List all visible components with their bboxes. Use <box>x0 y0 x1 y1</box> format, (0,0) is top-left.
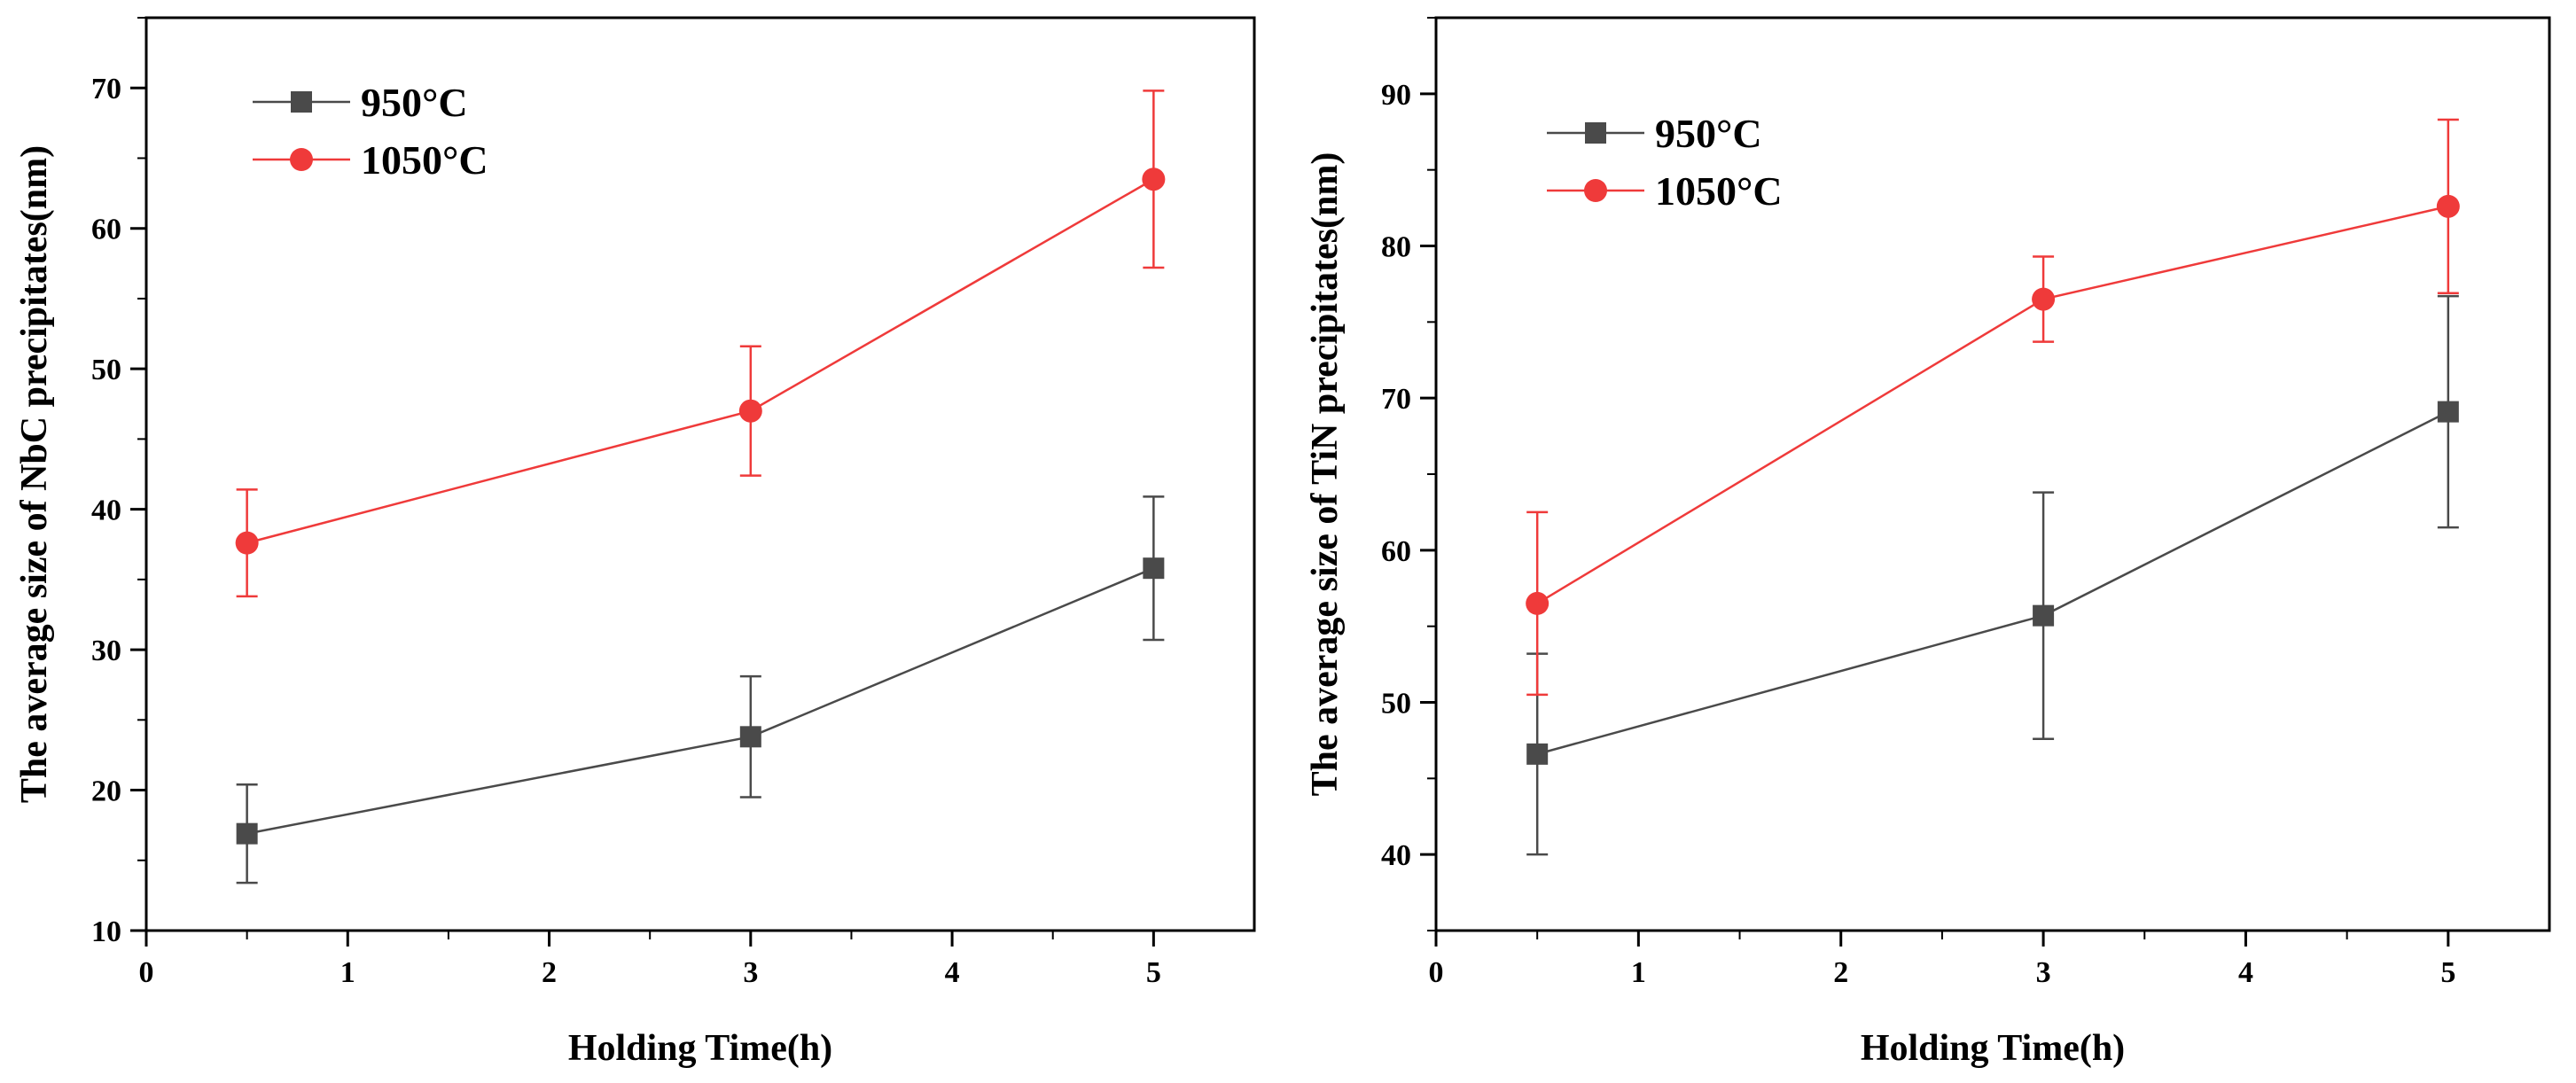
y-tick-label: 50 <box>1381 688 1411 721</box>
x-tick-label: 1 <box>1631 956 1646 989</box>
series-layer <box>1526 118 2460 856</box>
y-tick-label: 40 <box>91 495 121 527</box>
legend-entry: 950°C <box>1547 111 1762 156</box>
series-line <box>1536 205 2449 604</box>
x-tick-label: 5 <box>1146 956 1161 989</box>
y-tick-label: 60 <box>91 214 121 246</box>
plot-frame <box>1434 16 2551 932</box>
y-tick-label: 90 <box>1381 79 1411 112</box>
y-tick-label: 80 <box>1381 231 1411 264</box>
y-tick-label: 40 <box>1381 839 1411 872</box>
y-tick-label: 50 <box>91 354 121 386</box>
x-tick-label: 2 <box>542 956 557 989</box>
ticks: 0 1 2 3 4 5 40 50 60 70 80 90 <box>1381 17 2455 989</box>
x-tick-label: 0 <box>1429 956 1444 989</box>
x-tick-label: 1 <box>340 956 355 989</box>
y-tick-label: 70 <box>91 73 121 105</box>
data-point <box>739 726 761 748</box>
x-tick-label: 4 <box>945 956 960 989</box>
y-axis-title: The average size of NbC precipitates(nm) <box>14 145 55 803</box>
data-point <box>1142 168 1166 191</box>
legend: 950°C 1050°C <box>253 80 488 183</box>
y-axis-title: The average size of TiN precipitates(nm) <box>1305 152 1346 797</box>
legend-label: 1050°C <box>361 137 488 183</box>
data-point <box>2436 194 2460 218</box>
data-point <box>1526 591 1550 615</box>
x-tick-label: 5 <box>2440 956 2455 989</box>
legend-label: 1050°C <box>1655 168 1783 214</box>
plot-frame <box>144 16 1256 932</box>
legend-label: 950°C <box>361 80 468 125</box>
y-tick-label: 30 <box>91 635 121 667</box>
series-red <box>235 90 1166 598</box>
y-tick-label: 70 <box>1381 383 1411 416</box>
x-axis-title: Holding Time(h) <box>568 1028 832 1069</box>
x-tick-label: 4 <box>2238 956 2253 989</box>
legend-entry: 1050°C <box>1547 168 1783 214</box>
legend-entry: 1050°C <box>253 137 488 183</box>
series-line <box>1536 410 2449 756</box>
legend-marker <box>1584 179 1607 202</box>
chart-nbc: 0 1 2 3 4 5 10 20 30 40 50 60 70 950°C 1050°C Holding… <box>14 16 1256 1069</box>
x-tick-label: 0 <box>139 956 154 989</box>
x-tick-label: 3 <box>2036 956 2051 989</box>
legend-entry: 950°C <box>253 80 468 125</box>
series-red <box>1526 118 2460 697</box>
legend-marker <box>291 91 312 113</box>
legend-label: 950°C <box>1655 111 1762 156</box>
legend-marker <box>290 148 313 171</box>
data-point <box>235 531 259 555</box>
legend: 950°C 1050°C <box>1547 111 1783 214</box>
data-point <box>2033 604 2055 627</box>
data-point <box>738 399 762 423</box>
legend-marker <box>1585 122 1606 144</box>
data-point <box>1143 557 1165 580</box>
series-line <box>246 567 1154 835</box>
x-axis-title: Holding Time(h) <box>1861 1028 2125 1069</box>
series-gray <box>1526 294 2459 856</box>
series-layer <box>235 90 1166 884</box>
y-tick-label: 20 <box>91 775 121 808</box>
data-point <box>2437 401 2459 423</box>
ticks: 0 1 2 3 4 5 10 20 30 40 50 60 70 <box>91 17 1161 989</box>
y-tick-label: 10 <box>91 915 121 948</box>
data-point <box>236 822 258 845</box>
x-tick-label: 2 <box>1833 956 1848 989</box>
chart-tin: 0 1 2 3 4 5 40 50 60 70 80 90 950°C 1050°C Holding T… <box>1305 16 2551 1069</box>
y-tick-label: 60 <box>1381 535 1411 568</box>
series-gray <box>236 495 1165 884</box>
x-tick-label: 3 <box>743 956 758 989</box>
series-line <box>246 178 1154 544</box>
data-point <box>1526 743 1549 765</box>
data-point <box>2032 287 2056 311</box>
